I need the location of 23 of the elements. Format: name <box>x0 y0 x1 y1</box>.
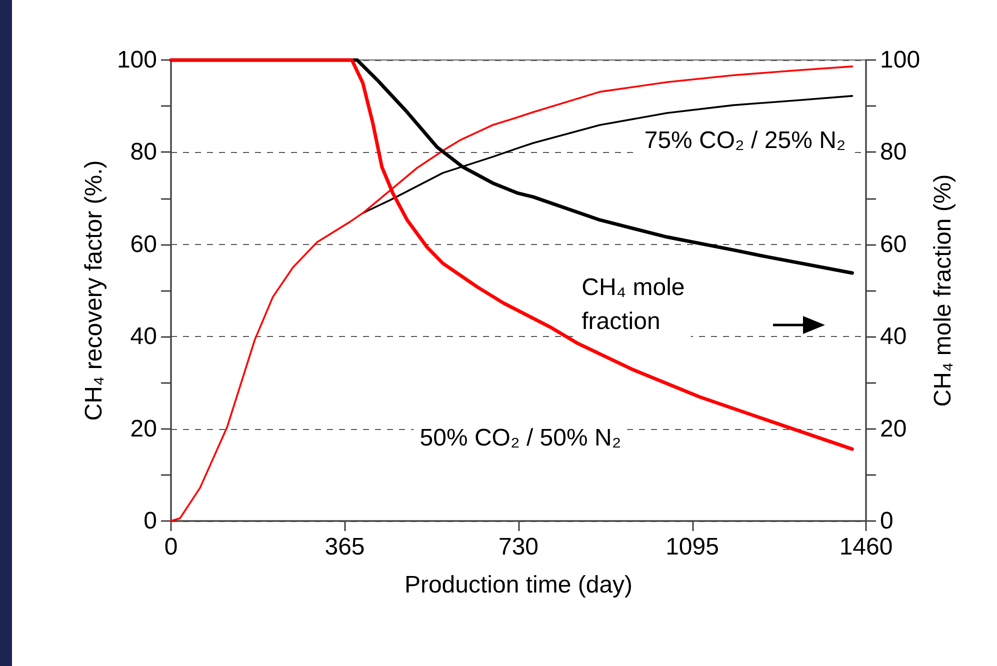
y2-axis-title: CH₄ mole fraction (%) <box>929 174 956 407</box>
x-tick-label: 0 <box>164 534 178 560</box>
annotation: 75% CO₂ / 25% N₂ <box>644 127 846 154</box>
y-tick-label: 100 <box>116 46 157 74</box>
x-tick-label: 365 <box>324 534 365 560</box>
y2-tick-label: 80 <box>880 138 907 166</box>
x-tick-label: 730 <box>498 534 539 560</box>
x-tick-label: 1095 <box>666 534 719 560</box>
y-tick-label: 80 <box>130 138 157 166</box>
annotation: CH₄ mole fraction <box>582 274 685 335</box>
annotation: 50% CO₂ / 50% N₂ <box>420 424 622 452</box>
y2-tick-label: 100 <box>880 46 920 74</box>
y-axis-title: CH₄ recovery factor (%.) <box>80 160 108 421</box>
y2-tick-label: 20 <box>880 415 907 442</box>
y-tick-label: 20 <box>130 415 157 442</box>
y-tick-label: 40 <box>130 323 157 350</box>
y-tick-label: 0 <box>144 508 157 534</box>
y2-tick-label: 60 <box>880 230 907 258</box>
x-tick-label: 1460 <box>839 534 893 560</box>
x-axis-title: Production time (day) <box>404 572 633 598</box>
y2-tick-label: 0 <box>880 508 894 534</box>
y-tick-label: 60 <box>130 230 157 258</box>
y2-tick-label: 40 <box>880 323 907 350</box>
